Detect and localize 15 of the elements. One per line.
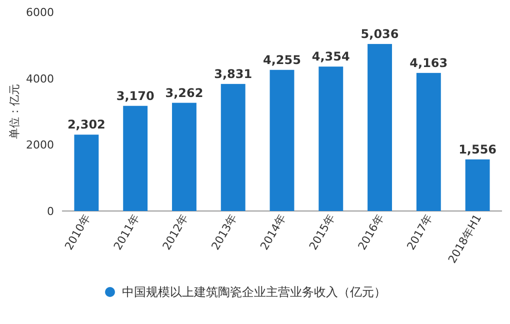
y-tick-label: 6000 (26, 6, 54, 19)
data-label: 3,262 (165, 86, 204, 100)
legend-label: 中国规模以上建筑陶瓷企业主营业务收入（亿元） (122, 285, 386, 299)
y-tick-label: 2000 (26, 138, 54, 152)
y-tick-label: 4000 (26, 72, 54, 86)
data-label: 3,170 (116, 88, 154, 103)
data-label: 4,163 (410, 56, 448, 70)
data-label: 4,255 (263, 52, 301, 67)
y-tick-label: 0 (47, 205, 54, 218)
data-label: 4,354 (312, 50, 350, 64)
data-label: 3,831 (214, 66, 252, 81)
data-label: 2,302 (67, 118, 106, 132)
data-label: 1,556 (458, 142, 497, 156)
data-label: 5,036 (360, 26, 399, 41)
y-axis-title: 单位：亿元 (8, 84, 21, 139)
